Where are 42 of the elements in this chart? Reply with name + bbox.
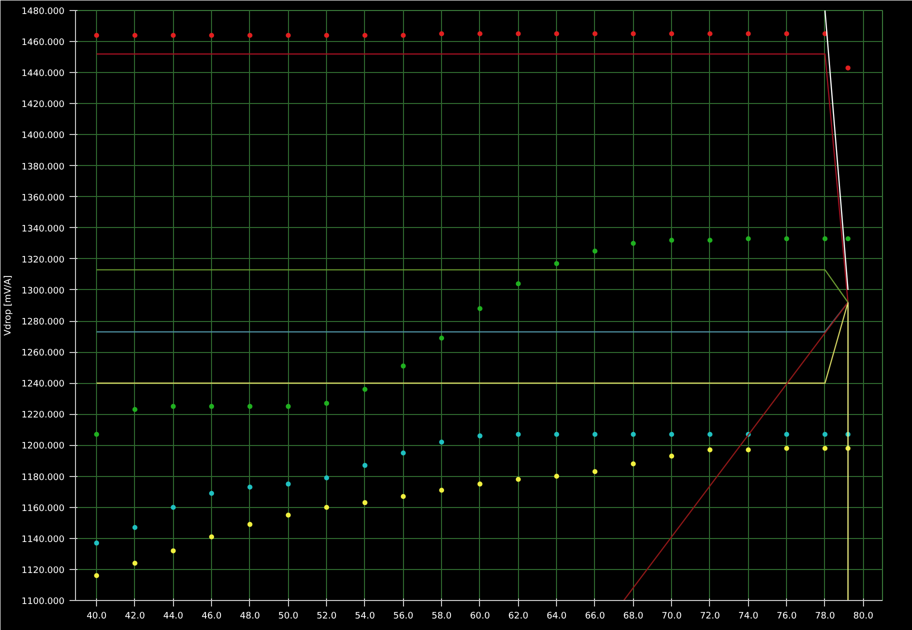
x-tick-label: 70.0: [662, 612, 682, 622]
y-tick-label: 1260.000: [22, 348, 65, 359]
y-tick-label: 1400.000: [22, 131, 65, 142]
x-tick-label: 56.0: [393, 612, 414, 622]
x-tick-label: 54.0: [354, 612, 376, 622]
y-tick-label: 1200.000: [22, 442, 65, 452]
x-tick-label: 76.0: [776, 612, 797, 622]
y-tick-label: 1440.000: [22, 69, 65, 80]
x-tick-label: 60.0: [470, 612, 490, 622]
y-tick-label: 1140.000: [22, 534, 65, 545]
y-tick-label: 1100.000: [22, 597, 65, 607]
x-tick-label: 66.0: [584, 612, 606, 622]
x-tick-label: 52.0: [316, 612, 337, 622]
y-tick-label: 1360.000: [22, 193, 65, 204]
y-axis-title: Vdrop [mV/A]: [4, 275, 14, 336]
y-tick-label: 1320.000: [22, 255, 65, 266]
x-tick-label: 58.0: [432, 612, 452, 622]
x-tick-label: 50.0: [278, 612, 299, 622]
y-tick-label: 1220.000: [22, 410, 65, 421]
x-tick-label: 42.0: [124, 612, 146, 622]
y-tick-label: 1240.000: [22, 380, 65, 390]
y-tick-label: 1420.000: [22, 100, 65, 110]
x-tick-label: 72.0: [700, 612, 720, 622]
y-tick-label: 1120.000: [22, 566, 65, 576]
y-tick-label: 1160.000: [22, 504, 65, 514]
y-tick-label: 1180.000: [22, 472, 65, 483]
x-tick-label: 40.0: [86, 612, 107, 622]
x-tick-label: 68.0: [623, 612, 644, 622]
x-tick-label: 62.0: [508, 612, 529, 622]
x-tick-label: 46.0: [202, 612, 222, 622]
y-tick-label: 1280.000: [22, 318, 65, 328]
x-tick-label: 80.0: [853, 612, 874, 622]
y-tick-label: 1380.000: [22, 162, 65, 172]
y-tick-label: 1340.000: [22, 224, 65, 234]
y-tick-label: 1300.000: [22, 286, 65, 296]
y-tick-label: 1480.000: [22, 7, 65, 17]
x-tick-label: 48.0: [240, 612, 260, 622]
x-tick-label: 74.0: [738, 612, 759, 622]
x-tick-label: 78.0: [814, 612, 836, 622]
y-tick-label: 1460.000: [22, 38, 65, 48]
x-tick-label: 44.0: [163, 612, 184, 622]
x-tick-label: 64.0: [546, 612, 567, 622]
